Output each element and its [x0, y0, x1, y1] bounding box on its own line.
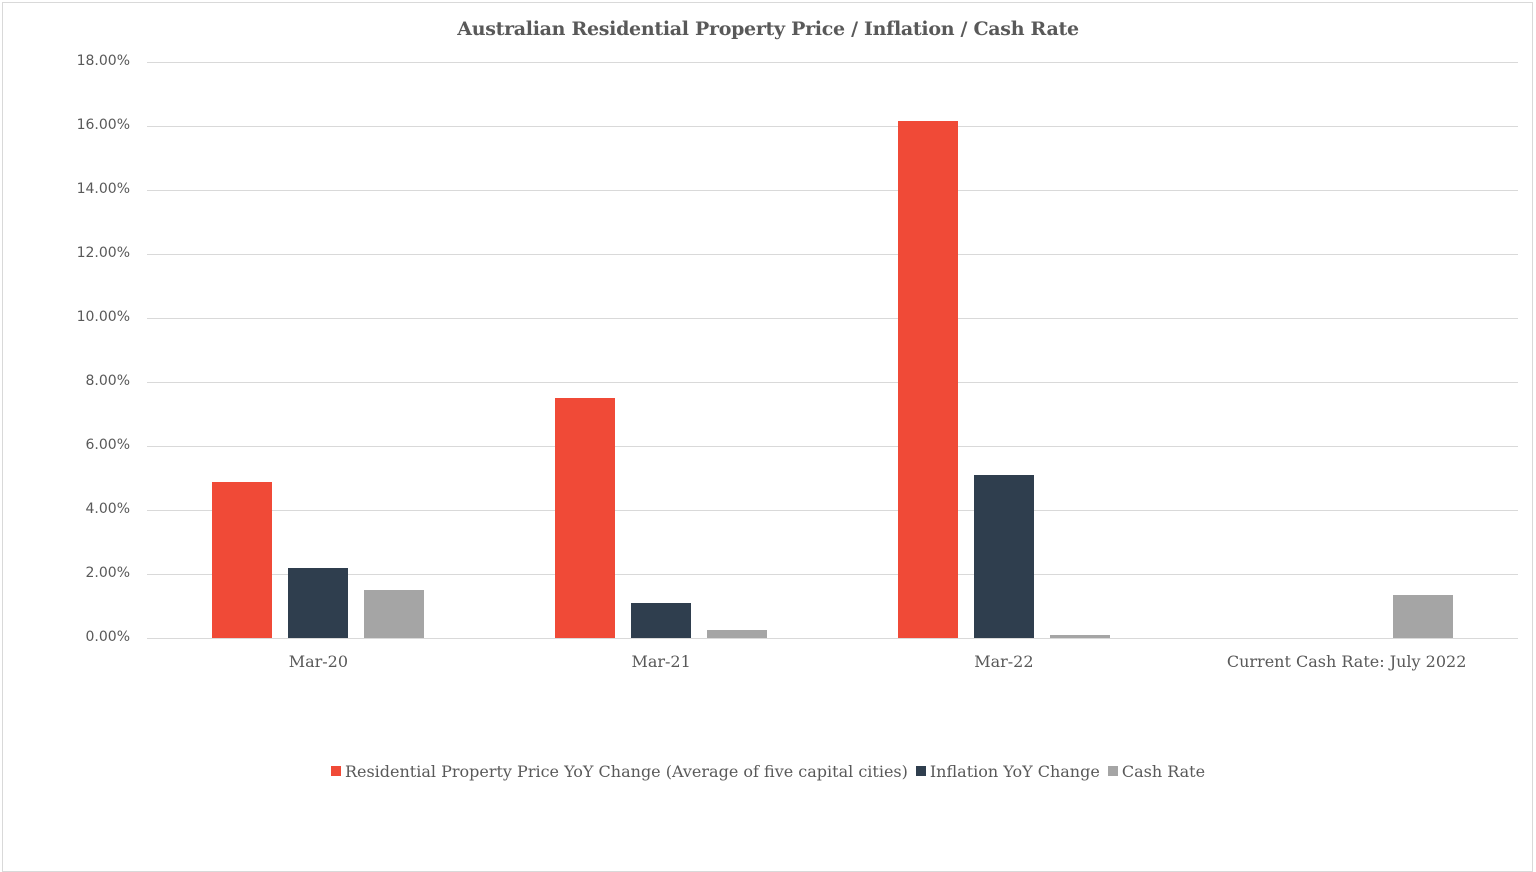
gridline	[147, 190, 1518, 191]
bar-mar-22-series-2	[1049, 634, 1110, 638]
gridline	[147, 62, 1518, 63]
y-tick-label: 6.00%	[85, 437, 130, 453]
x-tick-label: Mar-20	[288, 652, 349, 671]
bar-mar-20-series-1	[288, 567, 349, 638]
y-tick-label: 4.00%	[85, 501, 130, 517]
gridline	[147, 510, 1518, 511]
bar-mar-21-series-1	[631, 602, 692, 638]
legend-swatch-icon	[915, 766, 926, 776]
gridline	[147, 638, 1518, 639]
y-tick-label: 2.00%	[85, 565, 130, 581]
gridline	[147, 318, 1518, 319]
gridline	[147, 574, 1518, 575]
bar-mar-20-series-2	[364, 590, 425, 638]
y-tick-label: 16.00%	[76, 117, 130, 133]
x-tick-label: Mar-21	[631, 652, 691, 671]
legend-item[interactable]: Residential Property Price YoY Change (A…	[330, 761, 908, 781]
x-tick-label: Mar-22	[974, 652, 1034, 671]
x-tick-label: Current Cash Rate: July 2022	[1226, 652, 1467, 671]
legend-swatch-icon	[1107, 766, 1118, 776]
y-tick-label: 18.00%	[76, 53, 130, 69]
gridline	[147, 126, 1518, 127]
y-tick-label: 12.00%	[76, 245, 130, 261]
bar-mar-21-series-2	[707, 630, 768, 638]
gridline	[147, 382, 1518, 383]
y-tick-label: 10.00%	[76, 309, 130, 325]
bar-mar-22-series-0	[897, 120, 958, 638]
gridline	[147, 254, 1518, 255]
legend-label: Residential Property Price YoY Change (A…	[344, 761, 908, 781]
bar-mar-21-series-0	[555, 398, 616, 638]
plot-area	[147, 62, 1518, 639]
gridline	[147, 446, 1518, 447]
y-tick-label: 14.00%	[76, 181, 130, 197]
bar-mar-20-series-0	[212, 481, 273, 638]
legend: Residential Property Price YoY Change (A…	[0, 761, 1536, 781]
legend-item[interactable]: Inflation YoY Change	[915, 761, 1100, 781]
chart-title: Australian Residential Property Price / …	[457, 18, 1079, 40]
legend-label: Cash Rate	[1121, 761, 1206, 781]
y-tick-label: 8.00%	[85, 373, 130, 389]
bar-current-cash-rate-july-2022-series-2	[1392, 594, 1453, 638]
bar-mar-22-series-1	[973, 474, 1034, 638]
y-tick-label: 0.00%	[85, 629, 130, 645]
legend-item[interactable]: Cash Rate	[1107, 761, 1206, 781]
legend-swatch-icon	[330, 766, 341, 776]
legend-label: Inflation YoY Change	[929, 761, 1100, 781]
